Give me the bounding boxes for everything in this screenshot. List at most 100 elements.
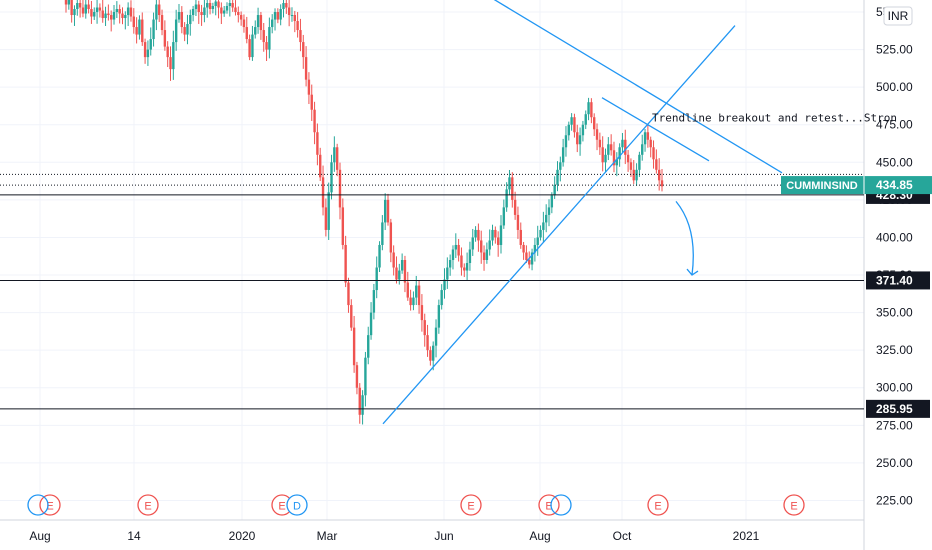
candle-body — [330, 162, 333, 193]
earnings-marker[interactable] — [137, 494, 159, 516]
candle-body — [646, 132, 650, 140]
projection-arrow[interactable] — [675, 200, 694, 276]
candle-body — [559, 162, 562, 170]
candle-body — [638, 154, 641, 170]
candle-body — [494, 229, 497, 238]
candle-body — [109, 15, 113, 20]
candle-body — [434, 327, 438, 346]
candle-body — [73, 9, 76, 16]
candle-body — [335, 147, 339, 170]
candle-body — [412, 297, 415, 306]
candle-body — [217, 1, 220, 8]
x-tick-label: Aug — [529, 529, 550, 543]
candle-body — [488, 240, 491, 250]
candle-body — [174, 19, 178, 43]
x-tick-label: 14 — [127, 529, 141, 543]
candle-body — [587, 102, 590, 115]
candle-body — [618, 147, 621, 160]
candle-body — [652, 147, 655, 160]
y-tick-label: 475.00 — [876, 118, 913, 132]
candle-body — [276, 12, 280, 20]
candle-body — [197, 4, 200, 13]
candle-body — [511, 177, 514, 200]
y-tick-label: 300.00 — [876, 381, 913, 395]
earnings-marker[interactable] — [783, 494, 805, 516]
candle-body — [214, 1, 217, 7]
candle-body — [403, 260, 407, 283]
event-marker-label: E — [278, 501, 285, 513]
candle-body — [392, 252, 395, 268]
y-tick-label: 525.00 — [876, 43, 913, 57]
candle-body — [186, 24, 189, 35]
y-tick-label: 325.00 — [876, 343, 913, 357]
candle-body — [502, 207, 506, 226]
candle-body — [635, 169, 638, 181]
downtrend-line-short[interactable] — [601, 97, 710, 162]
candle-body — [211, 6, 215, 10]
candle-body — [352, 327, 356, 366]
candle-body — [231, 3, 234, 8]
earnings-marker[interactable] — [538, 494, 560, 516]
candle-body — [415, 285, 418, 298]
candle-body — [95, 7, 99, 13]
candle-body — [104, 13, 107, 19]
candle-body — [132, 16, 135, 28]
candle-body — [112, 12, 116, 20]
candle-body — [265, 42, 268, 50]
candle-body — [299, 30, 302, 43]
candle-body — [544, 214, 548, 223]
candle-body — [383, 199, 387, 223]
candle-body — [90, 9, 93, 17]
event-marker-label: E — [654, 501, 661, 513]
candle-body — [561, 147, 565, 163]
x-tick-label: 2020 — [229, 529, 256, 543]
candle-body — [398, 270, 401, 280]
y-tick-label: 500.00 — [876, 80, 913, 94]
candle-body — [251, 34, 254, 58]
candle-body — [287, 7, 291, 16]
candle-body — [593, 117, 596, 130]
candle-body — [516, 214, 520, 230]
candle-body — [347, 282, 350, 306]
x-tick-label: 2021 — [733, 529, 760, 543]
candle-body — [146, 49, 150, 58]
candle-body — [76, 3, 79, 10]
candle-body — [621, 139, 624, 148]
candle-body — [530, 252, 534, 265]
candle-body — [358, 387, 361, 415]
candle-body — [590, 102, 593, 118]
candle-body — [344, 244, 347, 283]
candle-body — [341, 207, 345, 245]
earnings-marker[interactable] — [39, 494, 61, 516]
currency-badge[interactable] — [883, 6, 913, 26]
dividend-marker[interactable] — [286, 494, 308, 516]
uptrend-support-line[interactable] — [382, 25, 736, 425]
earnings-marker[interactable] — [460, 494, 482, 516]
candle-body — [446, 267, 449, 280]
candle-body — [386, 199, 390, 223]
candle-body — [160, 15, 164, 31]
current-price-label: 434.85 — [876, 178, 913, 192]
candle-body — [355, 365, 359, 388]
candle-body — [93, 12, 96, 17]
candle-body — [643, 132, 647, 145]
candle-body — [194, 4, 198, 10]
candle-body — [522, 244, 525, 253]
candle-body — [615, 159, 619, 166]
candle-body — [310, 94, 313, 110]
candle-body — [200, 12, 203, 16]
annotation-text[interactable]: Trendline breakout and retest...Stron — [652, 112, 897, 125]
candle-body — [474, 229, 477, 238]
y-tick-label: 400.00 — [876, 230, 913, 244]
candle-body — [400, 260, 404, 271]
symbol-label: CUMMINSIND — [786, 180, 858, 192]
candle-body — [536, 237, 539, 245]
candle-body — [649, 139, 652, 148]
candle-body — [581, 124, 585, 136]
downtrend-line-long[interactable] — [490, 0, 783, 174]
candle-body — [429, 350, 432, 361]
candle-body — [87, 4, 90, 10]
candle-body — [471, 237, 474, 250]
earnings-marker[interactable] — [647, 494, 669, 516]
